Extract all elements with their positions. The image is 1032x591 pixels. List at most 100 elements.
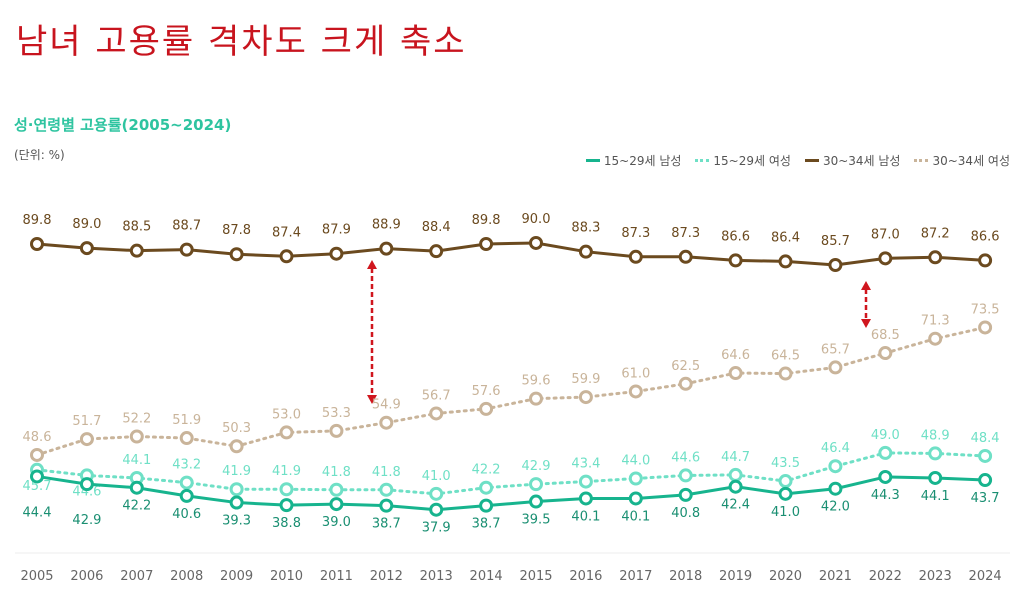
data-label: 44.6	[72, 484, 101, 499]
data-point	[429, 486, 444, 501]
data-point	[129, 480, 144, 495]
series-line	[35, 325, 987, 457]
data-label: 51.7	[72, 414, 101, 429]
data-label: 44.0	[621, 453, 650, 468]
x-tick-label: 2022	[869, 569, 902, 584]
data-label: 42.2	[122, 499, 151, 514]
data-label: 40.6	[172, 507, 201, 522]
unit-label: (단위: %)	[14, 148, 65, 162]
data-label: 38.8	[272, 516, 301, 531]
data-label: 89.0	[72, 217, 101, 232]
data-point	[79, 432, 94, 447]
legend-swatch	[804, 159, 819, 162]
x-tick-label: 2005	[20, 569, 53, 584]
data-point	[628, 249, 643, 264]
data-point	[678, 249, 693, 264]
data-label: 40.1	[621, 509, 650, 524]
data-label: 90.0	[522, 212, 551, 227]
legend-label: 30~34세 남성	[822, 154, 901, 168]
data-label: 38.7	[472, 517, 501, 532]
data-label: 51.9	[172, 413, 201, 428]
data-label: 73.5	[971, 302, 1000, 317]
data-label: 43.2	[172, 458, 201, 473]
data-label: 87.3	[671, 226, 700, 241]
data-label: 44.6	[671, 450, 700, 465]
data-point	[329, 423, 344, 438]
legend-swatch	[585, 159, 600, 162]
data-point	[778, 474, 793, 489]
data-label: 42.9	[522, 459, 551, 474]
data-label: 88.4	[422, 220, 451, 235]
data-label: 40.8	[671, 506, 700, 521]
data-point	[479, 237, 494, 251]
data-label: 59.9	[571, 372, 600, 387]
data-label: 62.5	[671, 359, 700, 374]
data-label: 87.8	[222, 223, 251, 238]
data-label: 88.3	[571, 221, 600, 236]
data-point	[728, 366, 743, 381]
data-point	[479, 401, 494, 416]
data-label: 40.1	[571, 509, 600, 524]
data-label: 54.9	[372, 398, 401, 413]
x-tick-label: 2024	[969, 569, 1002, 584]
x-tick-label: 2012	[370, 569, 403, 584]
x-tick-label: 2006	[70, 569, 103, 584]
series-line	[35, 474, 987, 512]
data-label: 44.7	[721, 450, 750, 465]
data-point	[329, 497, 344, 512]
data-label: 41.9	[272, 464, 301, 479]
legend-label: 15~29세 여성	[713, 154, 791, 168]
data-label: 39.5	[522, 513, 551, 528]
legend-item: 15~29세 여성	[695, 152, 791, 169]
data-point	[678, 376, 693, 391]
data-point	[628, 471, 643, 486]
data-point	[479, 498, 494, 513]
data-point	[778, 254, 793, 269]
legend-item: 30~34세 남성	[804, 152, 901, 169]
data-point	[728, 253, 743, 268]
data-point	[329, 482, 344, 497]
data-label: 48.4	[971, 431, 1000, 446]
gap-arrow	[861, 281, 871, 328]
data-label: 52.2	[122, 412, 151, 427]
data-label: 46.4	[821, 441, 850, 456]
x-tick-label: 2016	[569, 569, 602, 584]
data-point	[179, 431, 194, 446]
data-label: 64.6	[721, 348, 750, 363]
data-label: 88.7	[172, 219, 201, 234]
data-label: 42.2	[472, 463, 501, 478]
data-label: 85.7	[821, 234, 850, 249]
data-label: 65.7	[821, 342, 850, 357]
data-point	[279, 249, 294, 264]
data-label: 49.0	[871, 428, 900, 443]
data-point	[928, 331, 943, 346]
data-point	[628, 384, 643, 399]
data-point	[828, 481, 843, 496]
data-label: 44.4	[23, 505, 52, 520]
legend: 15~29세 남성 15~29세 여성 30~34세 남성 30~34세 여성	[585, 152, 1010, 169]
x-tick-label: 2015	[519, 569, 552, 584]
data-point	[279, 498, 294, 513]
data-label: 59.6	[522, 374, 551, 389]
data-point	[728, 479, 743, 494]
data-label: 57.6	[472, 384, 501, 399]
data-point	[878, 445, 893, 460]
data-point	[828, 459, 843, 474]
data-point	[429, 244, 444, 259]
data-point	[30, 469, 44, 484]
data-point	[578, 474, 593, 489]
data-label: 86.6	[721, 229, 750, 244]
x-tick-label: 2007	[120, 569, 153, 584]
data-point	[978, 320, 993, 335]
data-point	[878, 469, 893, 484]
data-label: 45.7	[23, 479, 52, 494]
data-point	[928, 470, 943, 485]
data-point	[678, 468, 693, 483]
data-label: 41.0	[422, 469, 451, 484]
data-point	[978, 448, 993, 463]
legend-item: 30~34세 여성	[914, 152, 1010, 169]
data-label: 43.4	[571, 457, 600, 472]
data-label: 48.6	[23, 430, 52, 445]
data-label: 44.3	[871, 488, 900, 503]
